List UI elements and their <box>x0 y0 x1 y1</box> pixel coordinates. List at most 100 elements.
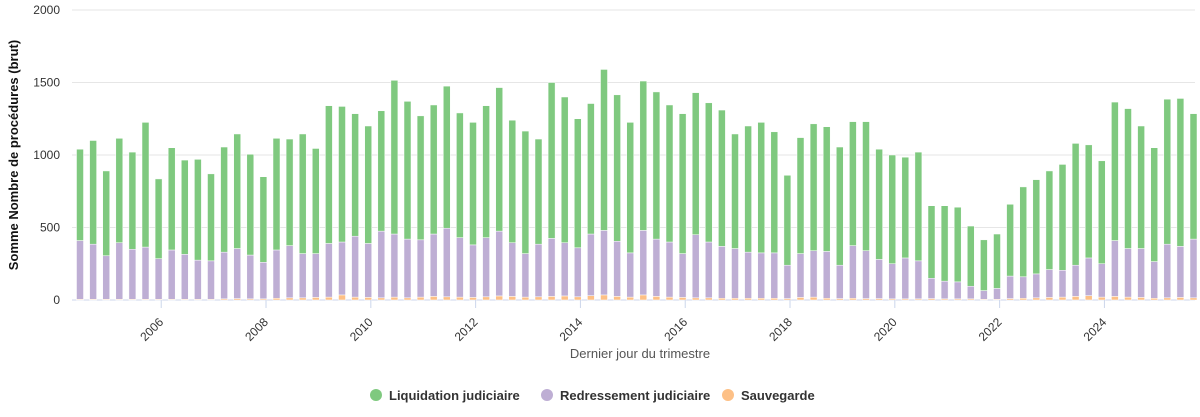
bar-sauvegarde <box>521 296 530 301</box>
bar-sauvegarde <box>744 298 752 301</box>
bar-redressement <box>822 251 831 299</box>
bar-sauvegarde <box>574 296 582 301</box>
bar-redressement <box>691 234 700 299</box>
bar-sauvegarde <box>429 296 438 301</box>
bar-liquidation <box>338 106 346 243</box>
bar-redressement <box>416 239 425 298</box>
bar-redressement <box>783 264 792 299</box>
x-tick-label: 2008 <box>242 315 271 344</box>
bar-sauvegarde <box>796 297 805 301</box>
bar-sauvegarde <box>1045 297 1054 301</box>
legend-item-liquidation-judiciaire[interactable]: Liquidation judiciaire <box>370 388 520 403</box>
legend-marker-icon <box>722 389 734 401</box>
bar-liquidation <box>1098 160 1106 264</box>
bar-redressement <box>718 246 726 299</box>
legend-item-sauvegarde[interactable]: Sauvegarde <box>722 388 815 403</box>
bar-sauvegarde <box>587 295 595 301</box>
bar-sauvegarde <box>1058 296 1067 301</box>
bar-sauvegarde <box>1163 297 1172 301</box>
bar-liquidation <box>809 123 818 251</box>
bar-sauvegarde <box>482 296 490 301</box>
bar-redressement <box>1071 264 1080 297</box>
bar-redressement <box>849 245 857 299</box>
bar-redressement <box>207 260 215 300</box>
bar-liquidation <box>207 173 215 262</box>
bar-sauvegarde <box>1150 298 1158 301</box>
bar-redressement <box>194 259 202 300</box>
bar-liquidation <box>796 137 805 254</box>
bar-liquidation <box>521 130 530 254</box>
y-tick-label: 2000 <box>33 3 60 17</box>
bar-sauvegarde <box>626 296 634 301</box>
bar-liquidation <box>312 148 320 254</box>
bar-redressement <box>390 233 399 298</box>
bar-redressement <box>508 242 517 297</box>
bar-sauvegarde <box>1176 297 1185 301</box>
bar-redressement <box>600 230 608 296</box>
y-tick-label: 500 <box>40 221 60 235</box>
bar-redressement <box>76 240 84 300</box>
bar-liquidation <box>822 126 831 252</box>
bar-redressement <box>639 230 648 296</box>
bar-redressement <box>1189 238 1198 299</box>
bar-liquidation <box>849 121 857 246</box>
bar-redressement <box>181 254 189 300</box>
x-tick-label: 2018 <box>766 315 795 344</box>
bar-sauvegarde <box>298 297 307 301</box>
bar-redressement <box>115 242 124 300</box>
bar-redressement <box>574 247 582 298</box>
x-tick-label: 2012 <box>452 315 481 344</box>
bar-sauvegarde <box>469 297 477 301</box>
bar-redressement <box>940 280 949 300</box>
x-tick-label: 2006 <box>137 315 166 344</box>
bar-redressement <box>888 263 896 300</box>
bar-redressement <box>89 243 97 300</box>
x-tick-label: 2022 <box>976 315 1005 344</box>
x-tick-label: 2016 <box>661 315 690 344</box>
bar-redressement <box>521 253 530 298</box>
bar-redressement <box>731 248 739 299</box>
bar-redressement <box>259 262 268 300</box>
bar-redressement <box>102 255 110 300</box>
bar-redressement <box>1032 273 1041 299</box>
bar-sauvegarde <box>665 296 674 301</box>
bar-sauvegarde <box>560 295 569 301</box>
bar-redressement <box>914 260 923 300</box>
bar-sauvegarde <box>364 297 372 301</box>
bar-sauvegarde <box>1032 297 1041 301</box>
bar-liquidation <box>154 178 163 259</box>
bar-redressement <box>312 253 320 298</box>
bar-liquidation <box>940 205 949 282</box>
bar-sauvegarde <box>272 298 281 301</box>
bar-sauvegarde <box>534 296 543 301</box>
bar-sauvegarde <box>508 296 517 301</box>
bar-liquidation <box>718 109 726 247</box>
bar-sauvegarde <box>1019 298 1027 301</box>
y-tick-label: 1500 <box>33 76 60 90</box>
bar-redressement <box>154 258 163 300</box>
bar-redressement <box>757 252 765 299</box>
bar-redressement <box>901 257 910 300</box>
bar-liquidation <box>678 113 687 254</box>
bar-sauvegarde <box>416 296 425 301</box>
bar-sauvegarde <box>705 297 713 301</box>
bar-sauvegarde <box>495 295 503 301</box>
bar-liquidation <box>652 91 661 240</box>
bar-liquidation <box>901 156 910 259</box>
bar-redressement <box>534 243 543 298</box>
x-tick-label: 2014 <box>557 315 586 344</box>
x-tick-label: 2024 <box>1081 315 1110 344</box>
legend-item-redressement-judiciaire[interactable]: Redressement judiciaire <box>541 388 710 403</box>
bar-redressement <box>927 278 936 299</box>
bar-sauvegarde <box>822 298 831 301</box>
bar-liquidation <box>1032 179 1041 275</box>
bar-redressement <box>1111 240 1119 297</box>
bar-redressement <box>351 235 359 298</box>
legend-label: Sauvegarde <box>741 388 815 403</box>
bar-redressement <box>1176 246 1185 298</box>
bar-liquidation <box>298 133 307 254</box>
bar-sauvegarde <box>547 296 556 301</box>
bar-liquidation <box>469 122 477 246</box>
bar-liquidation <box>233 133 241 249</box>
bar-liquidation <box>862 121 870 251</box>
